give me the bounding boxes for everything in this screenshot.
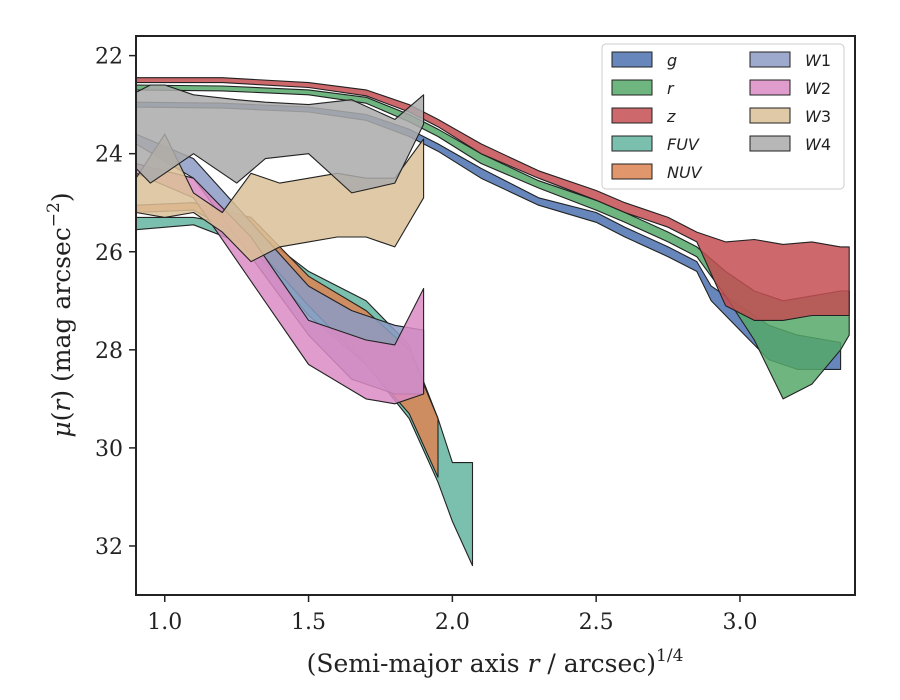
- y-tick-label: 22: [95, 45, 123, 70]
- legend-label-g: g: [667, 51, 677, 70]
- y-axis-label: μ(r) (mag arcsec−2): [44, 192, 76, 437]
- y-tick-label: 26: [95, 241, 123, 266]
- legend-label-nuv: NUV: [667, 163, 703, 182]
- legend-label-r: r: [667, 79, 675, 98]
- legend-swatch-w4: [749, 135, 791, 152]
- band-w3: [136, 133, 425, 263]
- x-tick-label: 2.5: [579, 610, 614, 635]
- legend-label-fuv: FUV: [667, 135, 700, 154]
- legend-swatch-fuv: [611, 135, 653, 152]
- legend-label-w3: W3: [805, 107, 831, 126]
- legend-swatch-r: [611, 79, 653, 96]
- y-tick-label: 30: [95, 437, 123, 462]
- legend-swatch-g: [611, 51, 653, 68]
- y-tick-label: 32: [95, 535, 123, 560]
- legend-label-z: z: [666, 107, 676, 126]
- x-axis-label: (Semi-major axis r / arcsec)1/4: [307, 646, 684, 678]
- legend-label-w2: W2: [805, 79, 831, 98]
- x-tick-label: 1.5: [291, 610, 326, 635]
- plot-area: [136, 77, 850, 567]
- legend: grz FUV NUV W1 W2 W3 W4: [601, 43, 845, 190]
- legend-swatch-z: [611, 107, 653, 124]
- band-z: [136, 77, 850, 321]
- legend-swatch-w1: [749, 51, 791, 68]
- plot-frame: [135, 35, 856, 596]
- x-tick-label: 1.0: [147, 610, 182, 635]
- x-tick-label: 3.0: [722, 610, 757, 635]
- legend-swatch-w2: [749, 79, 791, 96]
- y-tick-label: 28: [95, 339, 123, 364]
- y-tick-label: 24: [95, 143, 123, 168]
- legend-swatch-w3: [749, 107, 791, 124]
- legend-swatch-nuv: [611, 163, 653, 180]
- axis-ticks: 1.0 1.5 2.0 2.5 3.0 22 24 26 28 30 32: [95, 45, 757, 635]
- band-w4: [136, 84, 425, 194]
- x-tick-label: 2.0: [435, 610, 470, 635]
- legend-label-w1: W1: [805, 51, 831, 70]
- legend-label-w4: W4: [805, 135, 831, 154]
